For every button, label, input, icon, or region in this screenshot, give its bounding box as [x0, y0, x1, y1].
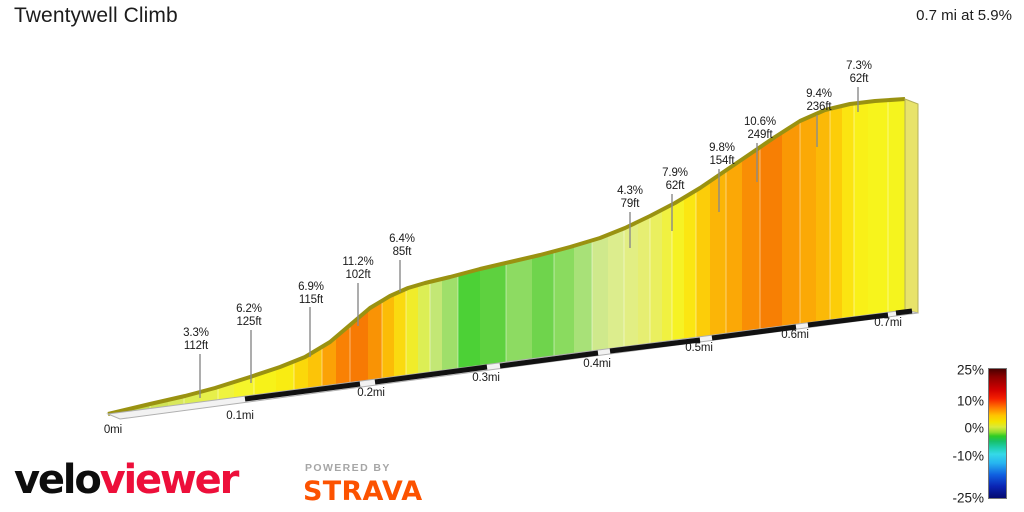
gradient-callout: 9.4% 236ft: [806, 88, 832, 113]
profile-ridge-line: [107, 97, 906, 416]
callout-gradient: 9.8%: [709, 142, 735, 154]
callout-length: 154ft: [709, 154, 735, 167]
legend-tick-label: 10%: [956, 393, 984, 409]
distance-tick-bar: [244, 308, 913, 402]
distance-tick-label: 0.6mi: [781, 329, 809, 341]
callout-gradient: 6.4%: [389, 233, 415, 245]
callout-length: 62ft: [849, 72, 869, 85]
callout-gradient: 4.3%: [617, 185, 643, 197]
callout-length: 62ft: [665, 179, 685, 192]
callout-gradient: 6.2%: [236, 303, 262, 315]
gradient-callout: 6.2% 125ft: [236, 303, 262, 328]
callout-gradient: 3.3%: [183, 327, 209, 339]
gradient-callout: 3.3% 112ft: [183, 327, 209, 352]
profile-end-face: [904, 98, 919, 314]
gradient-callout: 10.6% 249ft: [744, 116, 776, 141]
callout-gradient: 7.9%: [662, 167, 688, 179]
callout-length: 102ft: [345, 268, 371, 281]
climb-summary-stat: 0.7 mi at 5.9%: [916, 7, 1012, 24]
legend-tick-label: 0%: [964, 420, 984, 436]
gradient-callout: 6.9% 115ft: [298, 281, 324, 306]
gradient-callout: 6.4% 85ft: [389, 233, 415, 258]
distance-tick-label: 0.4mi: [583, 358, 611, 370]
distance-tick-label: 0mi: [103, 424, 123, 436]
gradient-callout: 9.8% 154ft: [709, 142, 735, 167]
gradient-callout: 11.2% 102ft: [342, 256, 373, 281]
page-title: Twentywell Climb: [14, 4, 178, 27]
legend-tick-label: -25%: [952, 490, 984, 506]
callout-length: 115ft: [298, 293, 324, 306]
callout-length: 112ft: [183, 339, 209, 352]
callout-length: 79ft: [620, 197, 640, 210]
logo-text-velo: velo: [14, 457, 102, 503]
callout-length: 85ft: [392, 245, 412, 258]
gradient-callout: 7.3% 62ft: [846, 60, 872, 85]
callout-gradient: 11.2%: [342, 256, 374, 268]
legend-tick-label: -10%: [952, 448, 984, 464]
callout-gradient: 6.9%: [298, 281, 324, 293]
veloviewer-logo[interactable]: veloviewer: [14, 457, 240, 503]
gradient-callout: 4.3% 79ft: [617, 185, 643, 210]
distance-tick-label: 0.5mi: [685, 342, 713, 354]
distance-tick-label: 0.2mi: [357, 387, 385, 399]
distance-tick-label: 0.7mi: [874, 317, 902, 329]
gradient-callout: 7.9% 62ft: [662, 167, 688, 192]
powered-by-label: POWERED BY: [305, 462, 391, 474]
branding-footer: veloviewer POWERED BY STRAVA: [0, 452, 430, 510]
callout-length: 249ft: [747, 128, 773, 141]
chart-header: Twentywell Climb 0.7 mi at 5.9%: [0, 0, 1024, 34]
logo-text-viewer: viewer: [99, 457, 240, 503]
strava-logo[interactable]: STRAVA: [303, 476, 423, 507]
distance-tick-label: 0.1mi: [226, 410, 254, 422]
callout-length: 125ft: [236, 315, 262, 328]
callout-gradient: 10.6%: [743, 116, 777, 128]
distance-tick-label: 0.3mi: [472, 372, 500, 384]
gradient-legend: 25% 10% 0% -10% -25%: [930, 358, 1024, 508]
gradient-color-scale: [988, 368, 1007, 499]
callout-gradient: 9.4%: [806, 88, 832, 100]
callout-leader-lines: [199, 87, 859, 398]
legend-tick-label: 25%: [956, 362, 984, 378]
callout-length: 236ft: [806, 100, 832, 113]
callout-gradient: 7.3%: [846, 60, 872, 72]
